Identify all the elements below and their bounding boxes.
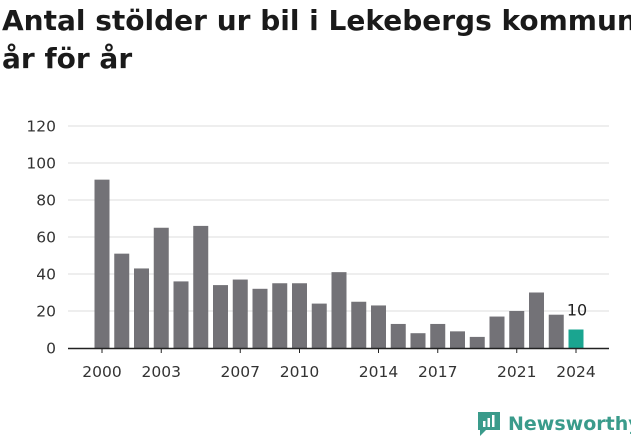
bar-2003	[153, 227, 169, 348]
x-tick-label: 2024	[556, 363, 595, 381]
bar-2002	[134, 268, 149, 348]
bar-2005	[193, 225, 209, 348]
x-tick-label: 2010	[280, 363, 319, 381]
x-tick-label: 2000	[82, 363, 121, 381]
bar-2024	[568, 329, 584, 348]
bar-2019	[469, 336, 485, 348]
bar-2022	[529, 292, 544, 348]
bar-2017	[430, 323, 446, 348]
bar-2011	[311, 303, 327, 348]
y-tick-label: 0	[46, 340, 56, 358]
x-tick-label: 2017	[418, 363, 457, 381]
y-tick-label: 20	[36, 303, 56, 321]
chart-title-line-2: år för år	[2, 42, 133, 75]
bar-2009	[272, 283, 288, 348]
bar-2004	[173, 281, 189, 348]
bar-2008	[252, 288, 268, 348]
bar-2021	[509, 311, 525, 348]
y-tick-label: 60	[36, 229, 56, 247]
bar-2007	[232, 279, 248, 348]
x-tick-label: 2021	[497, 363, 536, 381]
bar-2014	[371, 305, 386, 348]
x-tick-label: 2003	[142, 363, 181, 381]
data-label: 10	[567, 301, 587, 320]
y-tick-label: 100	[26, 155, 56, 173]
bar-2016	[410, 333, 426, 348]
x-tick-label: 2014	[359, 363, 398, 381]
chart-title: Antal stölder ur bil i Lekebergs kommun …	[2, 2, 631, 78]
bar-2012	[331, 272, 347, 348]
x-tick-label: 2007	[221, 363, 260, 381]
brand-logo: Newsworthy	[476, 408, 631, 440]
bar-2006	[213, 285, 228, 348]
bar-chart: 0 20 40 60 80 100 120 2000 2003 2007 2010 2014 2017…	[26, 118, 609, 381]
newsworthy-logo-icon	[478, 412, 500, 436]
data-labels: 10	[567, 301, 587, 320]
y-axis-ticks: 0 20 40 60 80 100 120	[26, 118, 56, 358]
y-tick-label: 80	[36, 192, 56, 210]
bar-2023	[548, 314, 564, 348]
bar-2013	[351, 301, 367, 348]
bar-2018	[450, 331, 465, 348]
bar-2015	[390, 323, 406, 348]
x-axis-ticks: 2000 2003 2007 2010 2014 2017 2021 2024	[82, 348, 596, 381]
chart-title-line-1: Antal stölder ur bil i Lekebergs kommun	[2, 4, 631, 37]
bar-2001	[114, 253, 130, 348]
bar-2000	[94, 179, 110, 348]
y-tick-label: 120	[26, 118, 56, 136]
bar-2010	[292, 283, 307, 348]
brand-name: Newsworthy	[508, 413, 631, 435]
bar-2020	[489, 316, 505, 348]
bars	[94, 179, 584, 348]
y-tick-label: 40	[36, 266, 56, 284]
